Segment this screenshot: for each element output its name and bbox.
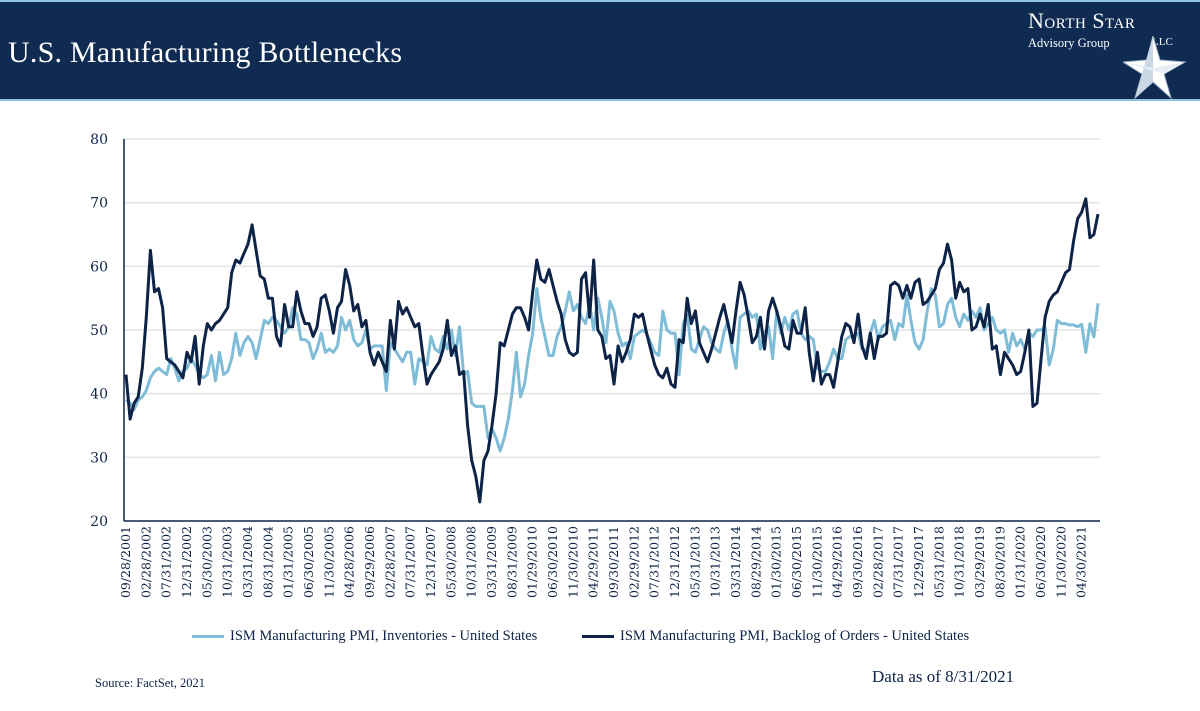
- x-tick-label: 11/30/2020: [1053, 526, 1068, 598]
- x-tick-label: 12/31/2002: [179, 526, 194, 598]
- line-chart: 20 30 40 50 60 70 80 09/28/2001 02/28/2002 07/31/…: [90, 132, 1100, 598]
- legend-item-inventories: ISM Manufacturing PMI, Inventories - Uni…: [192, 628, 537, 645]
- x-tick-label: 04/29/2011: [586, 526, 601, 598]
- x-tick-label: 06/30/2015: [789, 526, 804, 598]
- x-tick-label: 09/30/2011: [606, 526, 621, 598]
- x-tick-label: 03/31/2014: [728, 526, 743, 598]
- x-tick-label: 10/31/2003: [220, 526, 235, 598]
- x-tick-label: 05/31/2013: [687, 526, 702, 598]
- y-tick-label: 40: [90, 387, 108, 403]
- x-tick-label: 05/31/2018: [931, 526, 946, 598]
- x-tick-label: 09/28/2001: [118, 526, 133, 598]
- x-tick-label: 05/30/2008: [443, 526, 458, 598]
- x-tick-label: 06/30/2005: [301, 526, 316, 598]
- x-tick-label: 01/30/2015: [769, 526, 784, 598]
- logo-subtitle: Advisory Group: [1028, 36, 1110, 50]
- x-tick-label: 07/31/2017: [891, 526, 906, 598]
- y-tick-label: 20: [90, 514, 108, 530]
- x-tick-label: 08/30/2019: [992, 526, 1007, 598]
- x-tick-label: 01/31/2020: [1013, 526, 1028, 598]
- x-tick-label: 12/29/2017: [911, 526, 926, 598]
- y-tick-label: 70: [90, 196, 108, 212]
- data-as-of-note: Data as of 8/31/2021: [872, 667, 1015, 686]
- x-tick-label: 08/31/2009: [504, 526, 519, 598]
- x-tick-label: 04/30/2021: [1074, 526, 1089, 598]
- x-tick-label: 12/31/2012: [667, 526, 682, 598]
- x-tick-label: 03/31/2004: [240, 526, 255, 598]
- header-banner: U.S. Manufacturing Bottlenecks North Sta…: [0, 0, 1200, 101]
- x-tick-label: 10/31/2018: [952, 526, 967, 598]
- x-tick-label: 02/29/2012: [626, 526, 641, 598]
- x-tick-label: 04/28/2006: [342, 526, 357, 598]
- x-tick-label: 04/29/2016: [830, 526, 845, 598]
- y-tick-label: 30: [90, 450, 108, 466]
- x-tick-label: 07/31/2007: [403, 526, 418, 598]
- x-tick-label: 06/30/2020: [1033, 526, 1048, 598]
- legend-item-backlog: ISM Manufacturing PMI, Backlog of Orders…: [582, 628, 969, 645]
- x-tick-label: 08/29/2014: [748, 526, 763, 598]
- x-tick-label: 11/30/2010: [565, 526, 580, 598]
- x-tick-label: 10/31/2013: [708, 526, 723, 598]
- page-title: U.S. Manufacturing Bottlenecks: [8, 36, 403, 69]
- legend-swatch-inventories: [192, 635, 224, 638]
- x-tick-label: 03/29/2019: [972, 526, 987, 598]
- x-tick-label: 01/29/2010: [525, 526, 540, 598]
- star-icon: [1123, 36, 1187, 100]
- x-tick-label: 07/31/2002: [159, 526, 174, 598]
- y-tick-label: 80: [90, 132, 108, 148]
- x-tick-label: 06/30/2010: [545, 526, 560, 598]
- x-tick-label: 11/30/2005: [321, 526, 336, 598]
- y-tick-label: 60: [90, 259, 108, 275]
- x-tick-label: 07/31/2012: [647, 526, 662, 598]
- source-note: Source: FactSet, 2021: [95, 676, 206, 690]
- legend-label: ISM Manufacturing PMI, Backlog of Orders…: [620, 628, 970, 644]
- x-tick-label: 03/31/2009: [484, 526, 499, 598]
- x-tick-label: 01/31/2005: [281, 526, 296, 598]
- x-tick-label: 09/30/2016: [850, 526, 865, 598]
- legend-swatch-backlog: [582, 635, 614, 638]
- x-tick-label: 05/30/2003: [199, 526, 214, 598]
- x-tick-label: 02/28/2002: [138, 526, 153, 598]
- logo-suffix: LLC: [1152, 36, 1173, 48]
- company-logo: North Star Advisory Group LLC: [1028, 6, 1188, 100]
- y-tick-label: 50: [90, 323, 108, 339]
- logo-name: North Star: [1028, 8, 1136, 33]
- x-tick-label: 09/29/2006: [362, 526, 377, 598]
- x-tick-label: 12/31/2007: [423, 526, 438, 598]
- x-tick-label: 02/28/2007: [382, 526, 397, 598]
- x-tick-label: 11/30/2015: [809, 526, 824, 598]
- x-tick-label: 10/31/2008: [464, 526, 479, 598]
- x-tick-label: 08/31/2004: [260, 526, 275, 598]
- x-tick-label: 02/28/2017: [870, 526, 885, 598]
- legend-label: ISM Manufacturing PMI, Inventories - Uni…: [230, 628, 538, 644]
- series-line-backlog: [124, 197, 1100, 504]
